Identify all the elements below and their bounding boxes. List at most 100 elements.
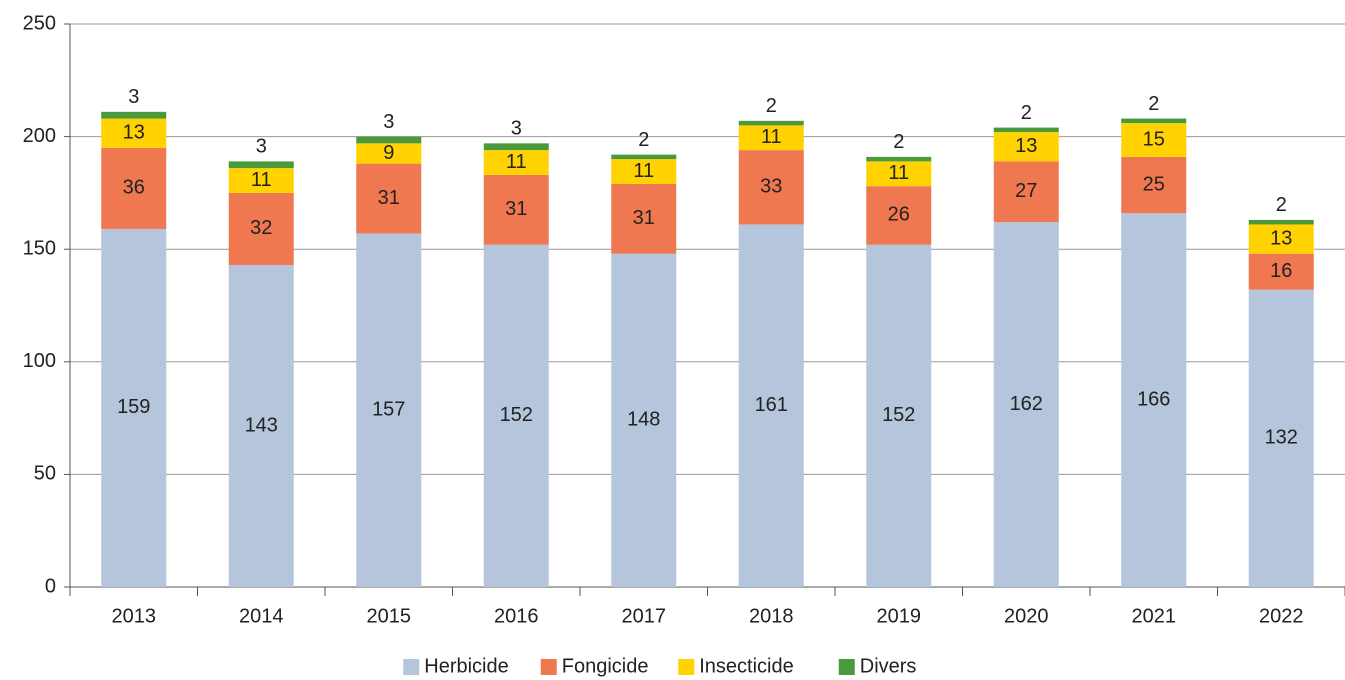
bar-segment <box>101 228 167 587</box>
bar-segment <box>1248 253 1314 290</box>
legend-swatch <box>838 659 855 675</box>
data-label: 143 <box>245 414 278 436</box>
data-label: 132 <box>1265 427 1298 449</box>
x-tick-label: 2015 <box>367 605 412 627</box>
bar-segment <box>738 150 804 225</box>
bar-segment <box>228 264 294 587</box>
x-tick-label: 2019 <box>877 605 922 627</box>
bar-segment <box>483 244 549 588</box>
bar-segment <box>1248 289 1314 587</box>
data-label: 27 <box>1015 180 1037 202</box>
bar-segment <box>101 118 167 148</box>
data-label: 152 <box>882 404 915 426</box>
bar-segment <box>738 125 804 151</box>
x-tick-label: 2020 <box>1004 605 1049 627</box>
bar-segment <box>356 143 422 164</box>
data-label: 162 <box>1010 393 1043 415</box>
bar-segment <box>356 233 422 587</box>
legend-swatch <box>540 659 557 675</box>
data-label: 31 <box>505 198 527 220</box>
data-label: 3 <box>511 118 522 140</box>
data-label: 161 <box>755 394 788 416</box>
data-label: 2 <box>1276 194 1287 216</box>
data-label: 2 <box>893 131 904 153</box>
data-label: 11 <box>251 169 272 191</box>
data-label: 16 <box>1270 260 1292 282</box>
legend-label: Insecticide <box>699 655 794 677</box>
y-tick-label: 250 <box>23 12 56 34</box>
y-tick-label: 0 <box>45 575 56 597</box>
data-label: 32 <box>250 217 272 239</box>
bar-segment <box>611 159 677 184</box>
bar-segment <box>993 222 1059 587</box>
data-label: 31 <box>633 207 655 229</box>
data-label: 166 <box>1137 388 1170 410</box>
bar-segment <box>101 111 167 119</box>
data-label: 11 <box>633 160 654 182</box>
data-label: 36 <box>123 177 145 199</box>
legend-swatch <box>678 659 695 675</box>
bar-segment <box>866 161 932 187</box>
data-label: 11 <box>761 126 782 148</box>
x-tick-label: 2018 <box>749 605 794 627</box>
y-tick-label: 50 <box>34 463 56 485</box>
data-label: 11 <box>506 151 527 173</box>
bar-segment <box>738 224 804 588</box>
x-tick-label: 2016 <box>494 605 539 627</box>
bar-segment <box>866 156 932 162</box>
bar-segment <box>483 150 549 175</box>
bar-segment <box>101 147 167 229</box>
x-tick-label: 2021 <box>1132 605 1177 627</box>
bar-segment <box>1121 123 1187 157</box>
bar-segment <box>1248 224 1314 254</box>
data-label: 2 <box>1021 102 1032 124</box>
data-label: 15 <box>1143 128 1165 150</box>
data-label: 9 <box>383 142 394 164</box>
legend-label: Divers <box>860 655 917 677</box>
legend-label: Fongicide <box>562 655 649 677</box>
bar-segment <box>993 161 1059 223</box>
data-label: 31 <box>378 187 400 209</box>
data-label: 13 <box>1015 135 1037 157</box>
bar-segment <box>228 192 294 265</box>
data-label: 26 <box>888 204 910 226</box>
x-tick-label: 2013 <box>112 605 157 627</box>
data-label: 33 <box>760 176 782 198</box>
data-label: 3 <box>383 111 394 133</box>
data-label: 152 <box>500 404 533 426</box>
bar-segment <box>1121 213 1187 587</box>
x-tick-label: 2014 <box>239 605 284 627</box>
bar-segment <box>611 154 677 160</box>
data-label: 3 <box>256 136 267 158</box>
y-tick-label: 100 <box>23 350 56 372</box>
data-label: 2 <box>1148 93 1159 115</box>
bar-segment <box>611 183 677 254</box>
bar-segment <box>866 186 932 245</box>
bar-segment <box>1121 156 1187 214</box>
bar-segment <box>738 120 804 126</box>
bar-segment <box>866 244 932 588</box>
bar-segment <box>356 163 422 234</box>
legend-swatch <box>403 659 420 675</box>
bar-segment <box>993 132 1059 162</box>
data-label: 13 <box>1270 227 1292 249</box>
bar-segment <box>356 136 422 144</box>
bar-segment <box>1248 219 1314 225</box>
data-label: 157 <box>372 398 405 420</box>
bar-segment <box>993 127 1059 133</box>
legend-label: Herbicide <box>424 655 508 677</box>
bar-segment <box>483 174 549 245</box>
data-label: 25 <box>1143 173 1165 195</box>
x-tick-label: 2022 <box>1259 605 1304 627</box>
bar-segment <box>228 168 294 193</box>
y-tick-label: 150 <box>23 237 56 259</box>
bar-segment <box>611 253 677 588</box>
data-label: 2 <box>766 95 777 117</box>
data-label: 13 <box>123 122 145 144</box>
x-tick-label: 2017 <box>622 605 667 627</box>
bar-segment <box>1121 118 1187 124</box>
data-label: 2 <box>638 129 649 151</box>
data-label: 159 <box>117 396 150 418</box>
data-label: 11 <box>888 162 909 184</box>
